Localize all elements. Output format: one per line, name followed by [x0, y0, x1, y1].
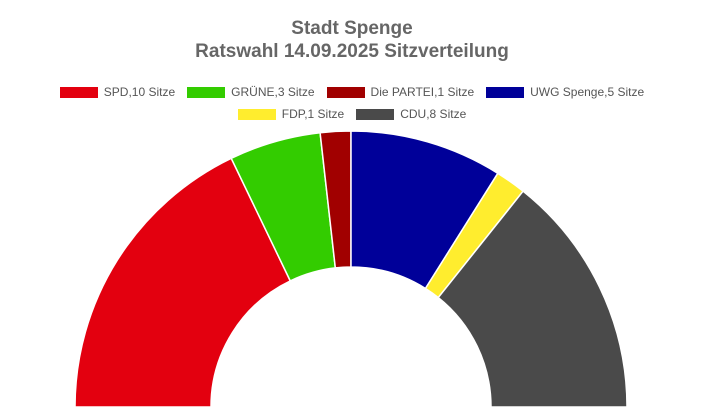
seat-slice-spd[interactable]	[74, 157, 292, 408]
legend-item-spd[interactable]: SPD,10 Sitze	[59, 85, 176, 99]
legend-swatch-spd	[59, 86, 98, 98]
seat-slice-cdu[interactable]	[437, 190, 628, 408]
legend-swatch-fdp	[237, 108, 276, 120]
legend-swatch-gruene	[187, 86, 226, 98]
legend-swatch-uwg-spenge	[486, 86, 525, 98]
legend-label-spd: SPD,10 Sitze	[103, 85, 176, 99]
chart-title: Stadt Spenge	[291, 18, 413, 39]
legend-label-fdp: FDP,1 Sitze	[281, 107, 345, 121]
legend-item-die-partei[interactable]: Die PARTEI,1 Sitze	[326, 85, 475, 99]
legend-row: FDP,1 Sitze CDU,8 Sitze	[0, 106, 704, 122]
legend-row: SPD,10 Sitze GRÜNE,3 Sitze Die PARTEI,1 …	[0, 84, 704, 100]
legend-label-cdu: CDU,8 Sitze	[400, 107, 467, 121]
legend-swatch-die-partei	[326, 86, 365, 98]
legend-item-fdp[interactable]: FDP,1 Sitze	[237, 107, 345, 121]
legend-swatch-cdu	[356, 108, 395, 120]
legend-label-uwg-spenge: UWG Spenge,5 Sitze	[530, 85, 645, 99]
legend-item-gruene[interactable]: GRÜNE,3 Sitze	[187, 85, 315, 99]
legend-item-uwg-spenge[interactable]: UWG Spenge,5 Sitze	[486, 85, 644, 99]
chart-subtitle: Ratswahl 14.09.2025 Sitzverteilung	[195, 41, 509, 62]
legend-label-gruene: GRÜNE,3 Sitze	[231, 85, 315, 99]
legend-label-die-partei: Die PARTEI,1 Sitze	[370, 85, 475, 99]
legend-item-cdu[interactable]: CDU,8 Sitze	[356, 107, 466, 121]
